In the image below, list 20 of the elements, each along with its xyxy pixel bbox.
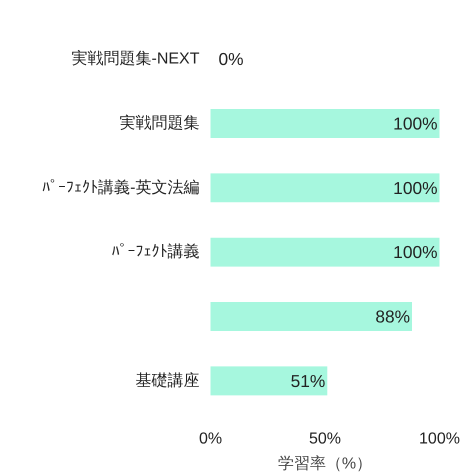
x-tick-label: 100% <box>419 430 460 448</box>
y-tick-label: 実戦問題集-NEXT <box>72 50 200 68</box>
bar <box>210 173 440 202</box>
data-label: 100% <box>393 178 438 198</box>
bar <box>210 108 440 138</box>
x-axis-title: 学習率（%） <box>278 454 372 472</box>
data-label: 51% <box>290 370 326 391</box>
x-tick-label: 0% <box>198 430 222 448</box>
data-label: 100% <box>393 242 438 262</box>
bar <box>210 366 328 396</box>
data-label: 0% <box>218 49 244 70</box>
y-tick-label: ﾊﾟｰﾌｪｸﾄ講義 <box>112 242 200 261</box>
x-tick-label: 50% <box>308 430 342 448</box>
bar <box>210 302 412 332</box>
data-label: 88% <box>375 306 410 327</box>
bar <box>210 238 440 267</box>
y-tick-label: ﾊﾟｰﾌｪｸﾄ講義-英文法編 <box>42 178 200 196</box>
y-tick-label: 実戦問題集 <box>120 114 200 132</box>
y-tick-label: 基礎講座 <box>136 371 200 390</box>
data-label: 100% <box>393 113 438 134</box>
